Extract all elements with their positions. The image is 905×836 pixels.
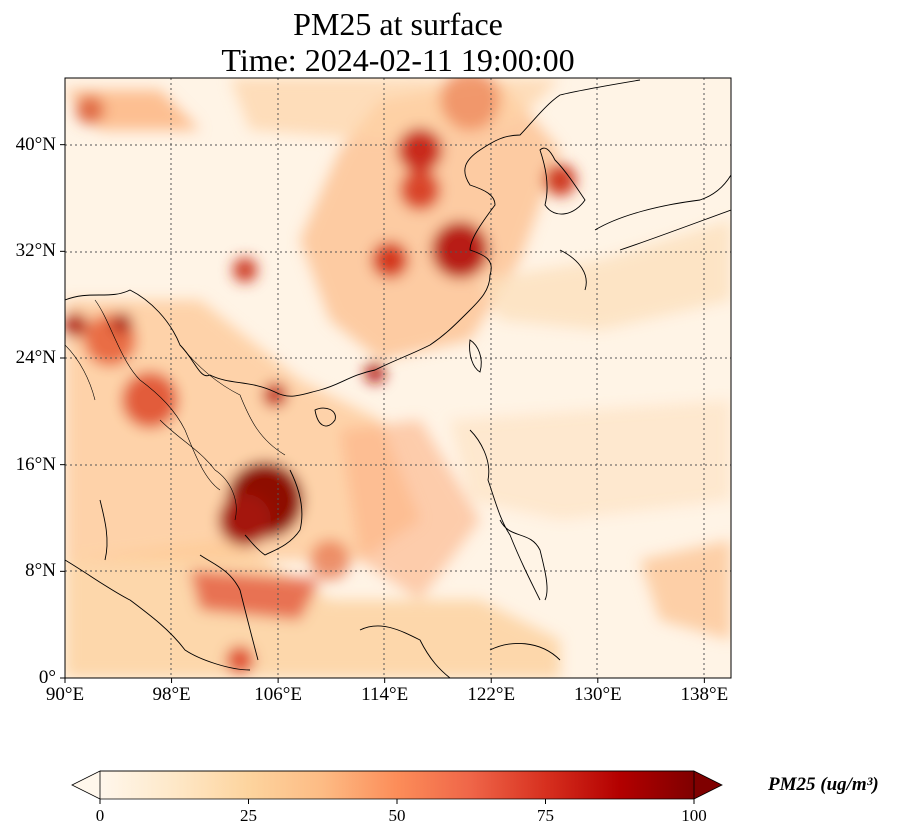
lat-tick-label: 32°N: [15, 240, 56, 262]
lon-tick-label: 114°E: [361, 684, 409, 705]
lat-tick-label: 24°N: [15, 347, 56, 368]
lat-tick-label: 0°: [38, 667, 56, 688]
colorbar-tick-label: 25: [240, 806, 257, 825]
pm25-field: [65, 78, 731, 678]
lat-tick-label: 8°N: [25, 560, 56, 582]
lon-tick-label: 90°E: [45, 684, 85, 705]
graticule: [65, 78, 731, 678]
lat-tick-label: 16°N: [15, 453, 56, 475]
colorbar-tick-label: 50: [388, 806, 406, 825]
colorbar-tick-label: 100: [681, 806, 707, 825]
map-plot-area: [65, 78, 731, 678]
axis-tickmarks: [60, 144, 705, 683]
chart-subtitle-time: Time: 2024-02-11 19:00:00: [221, 42, 575, 78]
colorbar-max-extension: [693, 770, 723, 800]
chart-title: PM25 at surface: [293, 6, 503, 42]
colorbar-tick-label: 75: [537, 806, 554, 825]
colorbar-min-extension: [71, 770, 101, 800]
colorbar-unit-label: PM25 (ug/m³): [768, 774, 879, 795]
map-frame: [64, 77, 732, 679]
lon-tick-label: 138°E: [680, 684, 729, 705]
lon-tick-label: 106°E: [254, 684, 302, 705]
colorbar: [71, 770, 723, 804]
colorbar-gradient: [100, 771, 694, 799]
colorbar-tick-label: 0: [95, 806, 105, 825]
lat-tick-label: 40°N: [15, 133, 56, 155]
lon-tick-label: 130°E: [573, 684, 622, 705]
lon-tick-label: 122°E: [467, 684, 516, 705]
coastlines: [65, 79, 731, 678]
lon-tick-label: 98°E: [152, 684, 191, 705]
country-borders: [65, 299, 286, 521]
